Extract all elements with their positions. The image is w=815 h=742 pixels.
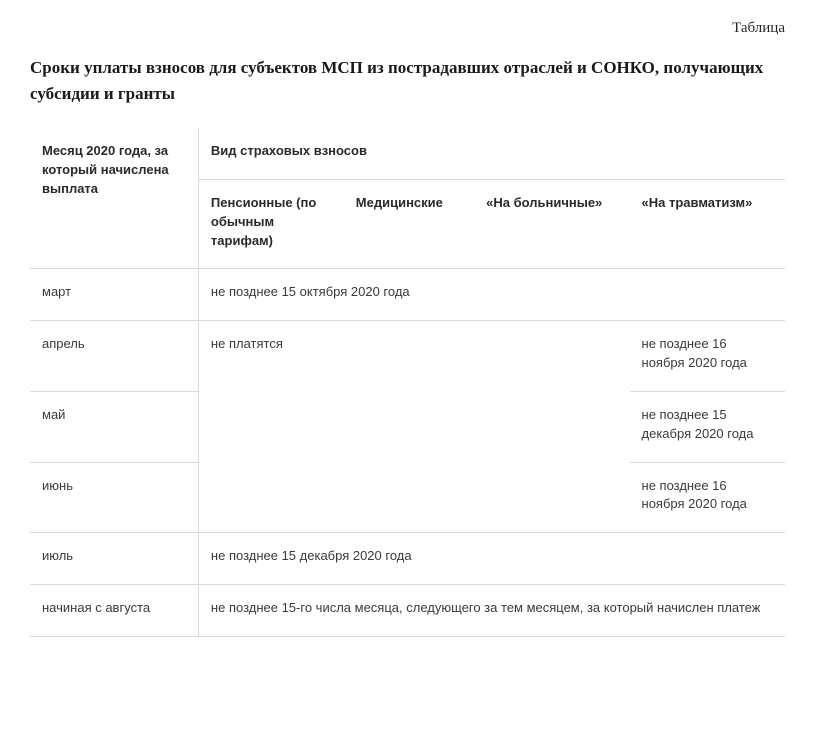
table-row: апрель не платятся не позднее 16 ноября …	[30, 321, 785, 392]
cell-month: июль	[30, 533, 198, 585]
col-group-header: Вид страховых взносов	[198, 128, 785, 179]
cell-full: не позднее 15 декабря 2020 года	[198, 533, 785, 585]
table-row: июль не позднее 15 декабря 2020 года	[30, 533, 785, 585]
cell-injury: не позднее 16 ноября 2020 года	[630, 462, 785, 533]
cell-month: май	[30, 391, 198, 462]
cell-month: апрель	[30, 321, 198, 392]
col-sick-header: «На больничные»	[474, 179, 629, 269]
cell-medical	[344, 321, 474, 533]
col-injury-header: «На травматизм»	[630, 179, 785, 269]
page-title: Сроки уплаты взносов для субъектов МСП и…	[30, 55, 785, 106]
cell-sick	[474, 321, 629, 533]
cell-injury: не позднее 15 декабря 2020 года	[630, 391, 785, 462]
contributions-table: Месяц 2020 года, за который начислена вы…	[30, 128, 785, 637]
cell-full: не позднее 15-го числа месяца, следующег…	[198, 585, 785, 637]
cell-pension: не платятся	[198, 321, 343, 533]
cell-full: не позднее 15 октября 2020 года	[198, 269, 785, 321]
cell-injury: не позднее 16 ноября 2020 года	[630, 321, 785, 392]
cell-month: начиная с августа	[30, 585, 198, 637]
col-pension-header: Пенсионные (по обычным тарифам)	[198, 179, 343, 269]
cell-month: июнь	[30, 462, 198, 533]
page: Таблица Сроки уплаты взносов для субъект…	[0, 0, 815, 667]
col-medical-header: Медицинские	[344, 179, 474, 269]
cell-month: март	[30, 269, 198, 321]
col-month-header: Месяц 2020 года, за который начислена вы…	[30, 128, 198, 269]
corner-label: Таблица	[30, 20, 785, 37]
table-row: март не позднее 15 октября 2020 года	[30, 269, 785, 321]
table-row: начиная с августа не позднее 15-го числа…	[30, 585, 785, 637]
